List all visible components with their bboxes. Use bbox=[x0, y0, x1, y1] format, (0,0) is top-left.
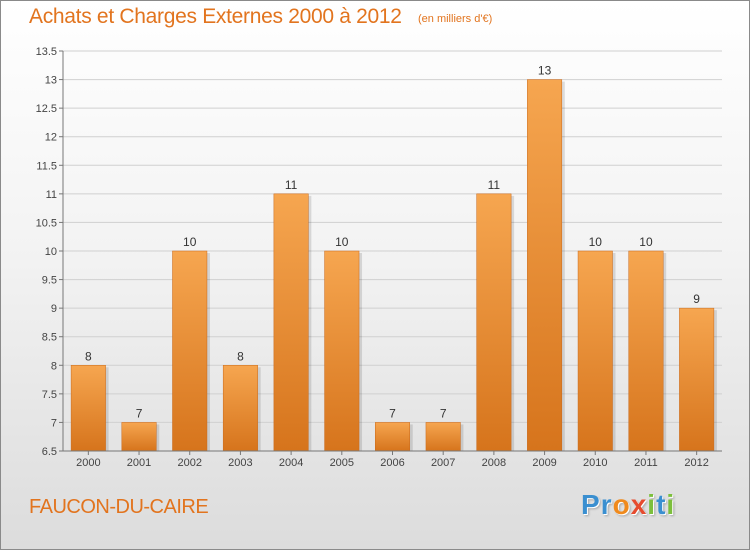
bar-2004 bbox=[273, 193, 309, 452]
x-tick-label: 2011 bbox=[634, 457, 658, 469]
y-tick-label: 13 bbox=[45, 75, 57, 87]
y-tick-label: 10 bbox=[45, 246, 57, 258]
y-tick-label: 6.5 bbox=[42, 446, 57, 458]
x-tick-label: 2000 bbox=[76, 457, 100, 469]
bar-2007 bbox=[425, 422, 461, 452]
logo-letter: x bbox=[630, 489, 648, 520]
x-tick-label: 2005 bbox=[330, 457, 354, 469]
bar-2009 bbox=[527, 79, 563, 452]
y-tick-label: 9 bbox=[51, 303, 57, 315]
x-tick-label: 2007 bbox=[431, 457, 455, 469]
logo-letter: i bbox=[666, 489, 676, 520]
chart-title: Achats et Charges Externes 2000 à 2012 bbox=[29, 5, 402, 28]
data-label: 8 bbox=[85, 349, 92, 363]
logo-letter: i bbox=[647, 489, 657, 520]
axes bbox=[59, 50, 722, 455]
y-tick-label: 12.5 bbox=[36, 103, 57, 115]
gridlines bbox=[63, 50, 722, 452]
x-tick-label: 2008 bbox=[482, 457, 506, 469]
x-tick-label: 2001 bbox=[127, 457, 151, 469]
y-tick-label: 11 bbox=[46, 189, 57, 201]
bar-2010 bbox=[577, 250, 613, 452]
y-tick-label: 9.5 bbox=[42, 275, 57, 287]
data-label: 8 bbox=[237, 349, 244, 363]
data-label: 13 bbox=[538, 64, 552, 78]
bar-2000 bbox=[70, 365, 106, 452]
x-tick-label: 2004 bbox=[279, 457, 303, 469]
logo-letter: t bbox=[656, 489, 667, 520]
data-label: 9 bbox=[693, 292, 700, 306]
y-tick-label: 7 bbox=[51, 417, 57, 429]
data-label: 7 bbox=[136, 406, 143, 420]
x-tick-label: 2009 bbox=[532, 457, 556, 469]
commune-name: FAUCON-DU-CAIRE bbox=[29, 496, 209, 518]
x-tick-label: 2003 bbox=[228, 457, 252, 469]
data-label: 10 bbox=[639, 235, 653, 249]
y-tick-label: 8.5 bbox=[42, 332, 57, 344]
data-label: 7 bbox=[440, 406, 447, 420]
bars bbox=[70, 79, 717, 452]
bar-2006 bbox=[375, 422, 410, 452]
y-tick-label: 12 bbox=[45, 132, 57, 144]
logo-letter: r bbox=[600, 489, 613, 520]
data-label: 11 bbox=[285, 178, 298, 192]
data-label: 7 bbox=[389, 406, 396, 420]
y-tick-label: 8 bbox=[51, 360, 57, 372]
y-tick-label: 10.5 bbox=[36, 217, 57, 229]
proxiti-logo: Proxiti bbox=[581, 489, 675, 521]
y-tick-label: 7.5 bbox=[42, 389, 57, 401]
logo-letter: P bbox=[581, 489, 601, 520]
chart-subtitle: (en milliers d'€) bbox=[418, 13, 493, 25]
bar-2012 bbox=[679, 307, 715, 452]
y-tick-label: 13.5 bbox=[36, 46, 57, 58]
x-tick-label: 2010 bbox=[583, 457, 607, 469]
x-tick-label: 2012 bbox=[684, 457, 708, 469]
bar-2005 bbox=[324, 250, 360, 452]
y-tick-label: 11.5 bbox=[36, 160, 57, 172]
data-label: 11 bbox=[488, 178, 501, 192]
data-label: 10 bbox=[335, 235, 349, 249]
bar-2003 bbox=[222, 365, 258, 452]
x-tick-label: 2002 bbox=[177, 457, 201, 469]
data-label: 10 bbox=[183, 235, 197, 249]
logo-letter: o bbox=[612, 489, 631, 520]
bar-2002 bbox=[172, 250, 208, 452]
bar-2001 bbox=[121, 422, 157, 452]
bar-2008 bbox=[476, 193, 512, 452]
labels: 6.5 7 7.5 8 8.5 9 9.5 10 10.5 11 11.5 12 12.5 13 13.5 8… bbox=[36, 46, 709, 469]
x-tick-label: 2006 bbox=[380, 457, 404, 469]
data-label: 10 bbox=[589, 235, 603, 249]
bar-2011 bbox=[628, 250, 664, 452]
